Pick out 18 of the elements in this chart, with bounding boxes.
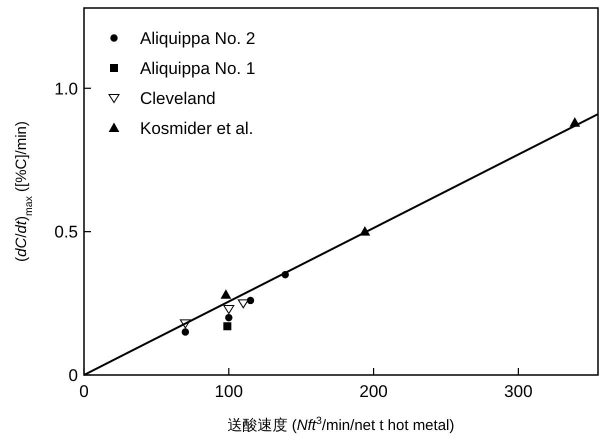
- point: [223, 305, 234, 314]
- point: [182, 328, 190, 336]
- point: [223, 322, 232, 330]
- point: [225, 314, 232, 322]
- y-tick-label: 0.5: [54, 222, 78, 242]
- y-tick-label: 1.0: [54, 79, 78, 98]
- legend-label: Aliquippa No. 1: [140, 59, 256, 78]
- legend-label: Aliquippa No. 2: [140, 29, 256, 48]
- x-tick-label: 100: [214, 382, 243, 401]
- x-axis-title: 送酸速度 (Nft$^{3}$/min/net t hot metal): [228, 415, 454, 434]
- point: [220, 290, 231, 299]
- y-tick-label: 0: [68, 366, 78, 385]
- point: [246, 296, 254, 304]
- point: [238, 299, 249, 308]
- x-tick-label: 300: [504, 382, 533, 401]
- legend-label: Cleveland: [140, 89, 216, 108]
- x-tick-label: 200: [359, 382, 388, 401]
- legend-label: Kosmider et al.: [140, 119, 254, 138]
